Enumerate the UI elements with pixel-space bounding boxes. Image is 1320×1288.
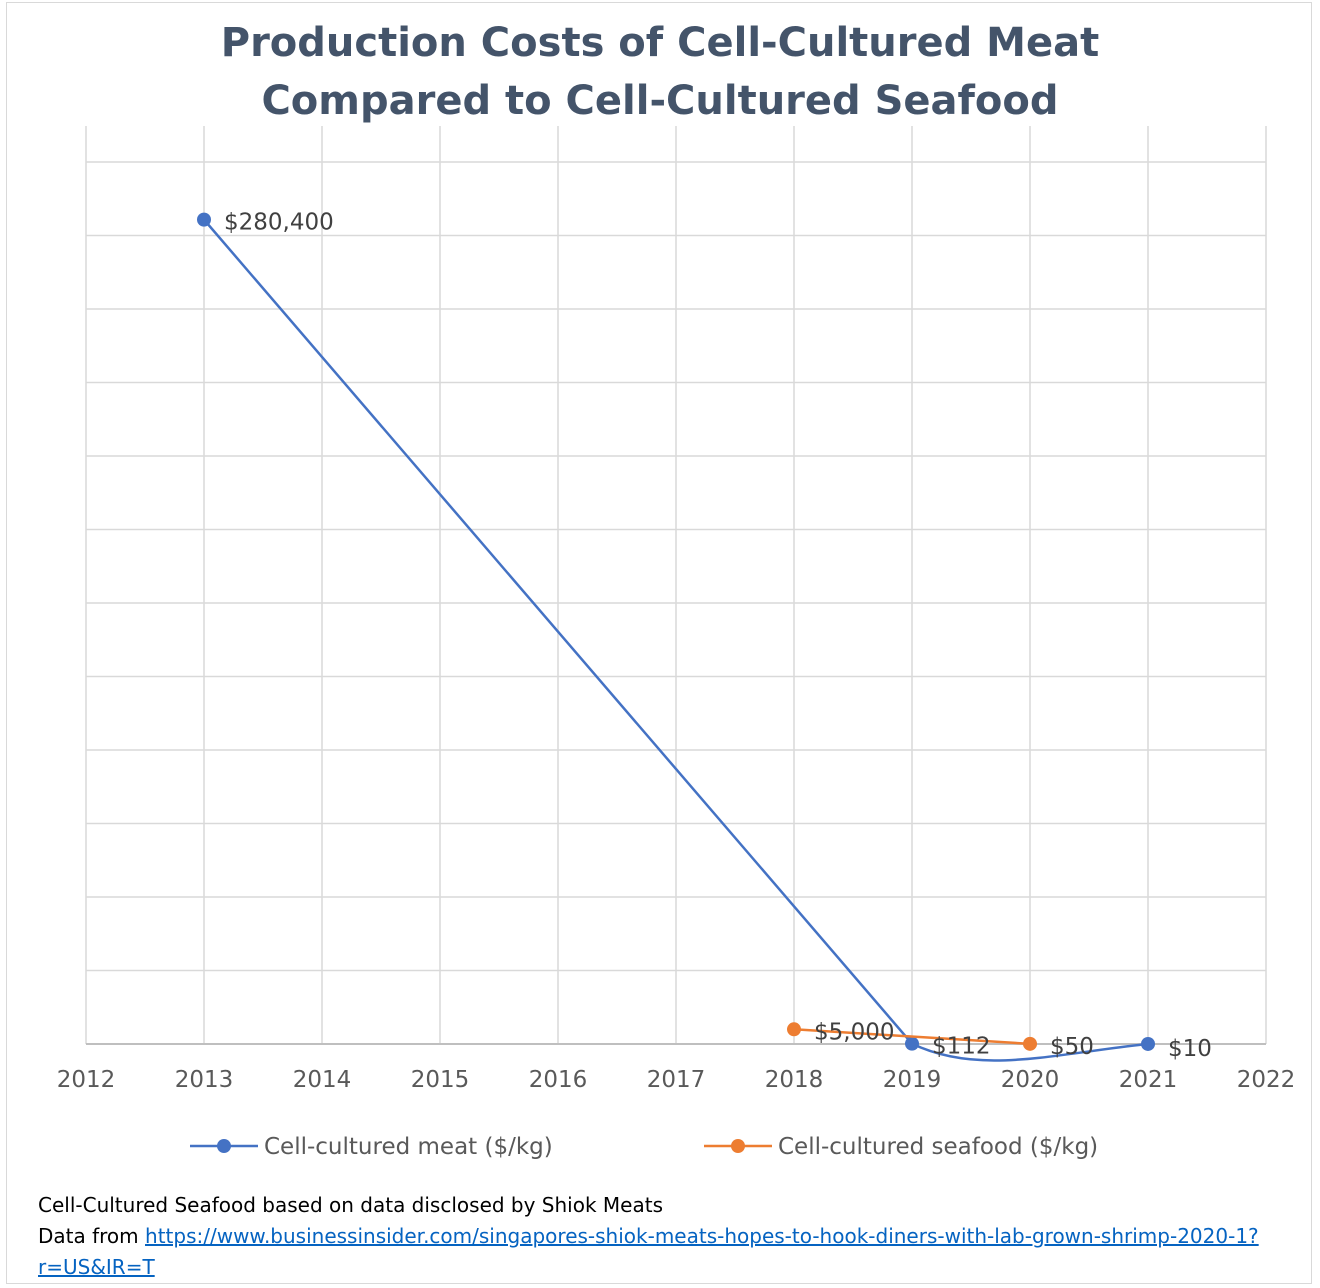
data-point-marker: [1141, 1036, 1155, 1051]
x-tick-label: 2022: [1237, 1067, 1296, 1093]
x-tick-label: 2014: [293, 1067, 352, 1093]
chart-axes: 2012 2013 2014 2015 2016 2017 2018 2019 2020 2021…: [57, 1043, 1296, 1093]
series-line: [203, 218, 1149, 1062]
chart-title-line-2: Compared to Cell-Cultured Seafood: [261, 78, 1059, 124]
footnote: Cell-Cultured Seafood based on data disc…: [38, 1190, 1298, 1283]
line-chart: 2012 2013 2014 2015 2016 2017 2018 2019 2020 2021…: [57, 126, 1296, 1160]
data-point-marker: [1023, 1036, 1037, 1051]
data-label: $5,000: [814, 1019, 894, 1045]
data-label: $112: [932, 1034, 991, 1060]
data-label: $10: [1168, 1036, 1212, 1062]
data-point-marker: [905, 1036, 919, 1051]
data-point-marker: [787, 1022, 801, 1037]
chart-series: [197, 212, 1155, 1062]
chart-title-line-1: Production Costs of Cell-Cultured Meat: [220, 20, 1100, 66]
source-link[interactable]: https://www.businessinsider.com/singapor…: [38, 1224, 1259, 1279]
data-label: $280,400: [224, 210, 334, 236]
data-point-marker: [197, 212, 211, 227]
x-tick-label: 2016: [529, 1067, 588, 1093]
x-tick-label: 2020: [1001, 1067, 1060, 1093]
x-tick-label: 2018: [765, 1067, 824, 1093]
x-tick-label: 2021: [1119, 1067, 1178, 1093]
footnote-prefix: Data from: [38, 1224, 146, 1248]
chart-data-labels: $280,400 $112 $10 $5,000 $50: [224, 210, 1212, 1062]
chart-frame: [6, 2, 1312, 1284]
data-label: $50: [1050, 1034, 1094, 1060]
legend-label: Cell-cultured meat ($/kg): [264, 1134, 553, 1160]
legend-marker: [217, 1139, 231, 1153]
x-tick-label: 2013: [175, 1067, 234, 1093]
legend-label: Cell-cultured seafood ($/kg): [778, 1134, 1098, 1160]
x-tick-label: 2012: [57, 1067, 116, 1093]
footnote-source-line: Cell-Cultured Seafood based on data disc…: [38, 1193, 663, 1217]
x-tick-label: 2017: [647, 1067, 706, 1093]
series-line: [793, 1028, 1031, 1046]
footnote-data-line: Data from https://www.businessinsider.co…: [38, 1221, 1298, 1283]
x-tick-label: 2015: [411, 1067, 470, 1093]
chart-legend: Cell-cultured meat ($/kg) Cell-cultured s…: [190, 1134, 1098, 1160]
legend-marker: [731, 1139, 745, 1153]
chart-gridlines: [85, 126, 1267, 1044]
chart-title: Production Costs of Cell-Cultured Meat C…: [0, 14, 1320, 130]
x-tick-label: 2019: [883, 1067, 942, 1093]
